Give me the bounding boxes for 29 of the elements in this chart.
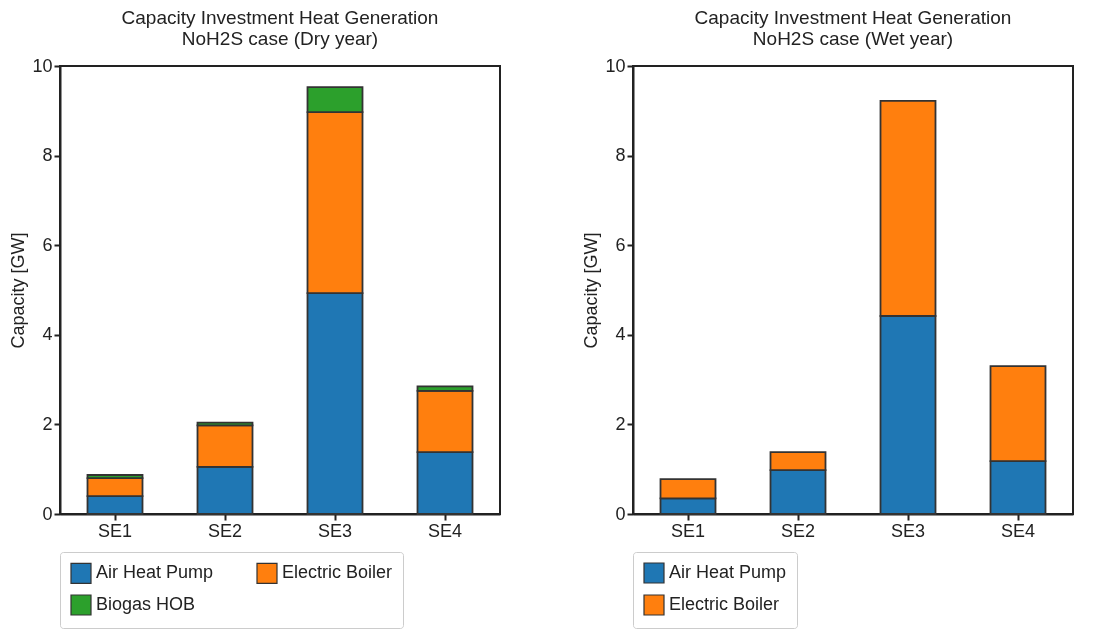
legend-label: Electric Boiler [282,562,393,583]
y-tick-label: 4 [42,324,53,345]
legend-label: Biogas HOB [96,594,196,614]
chart-title: Capacity Investment Heat Generation NoH2S case (Wet year) [694,7,1012,49]
y-tick-label: 2 [42,413,53,434]
y-tick-label: 6 [42,234,53,255]
chart-title: Capacity Investment Heat Generation NoH2S case (Dry year) [121,7,439,49]
y-tick-label: 4 [615,324,626,345]
x-tick-label: SE2 [780,520,816,541]
x-tick-label: SE3 [890,520,926,541]
y-tick-label: 0 [615,503,626,524]
y-tick-label: 0 [42,503,53,524]
y-tick-label: 6 [615,234,626,255]
y-tick-label: 8 [42,145,53,166]
y-tick-label: 8 [615,145,626,166]
y-tick-label: 10 [605,55,626,76]
x-tick-label: SE2 [207,520,243,541]
y-axis-title: Capacity [GW] [581,232,602,349]
x-tick-label: SE4 [427,520,463,541]
x-tick-label: SE4 [1000,520,1036,541]
legend-label: Air Heat Pump [96,562,214,583]
legend-label: Electric Boiler [669,594,780,614]
legend-label: Air Heat Pump [669,562,787,582]
x-tick-label: SE1 [97,520,133,541]
x-tick-label: SE1 [670,520,706,541]
y-tick-label: 10 [32,55,53,76]
y-tick-label: 2 [615,413,626,434]
x-tick-label: SE3 [317,520,353,541]
y-axis-title: Capacity [GW] [8,232,29,349]
